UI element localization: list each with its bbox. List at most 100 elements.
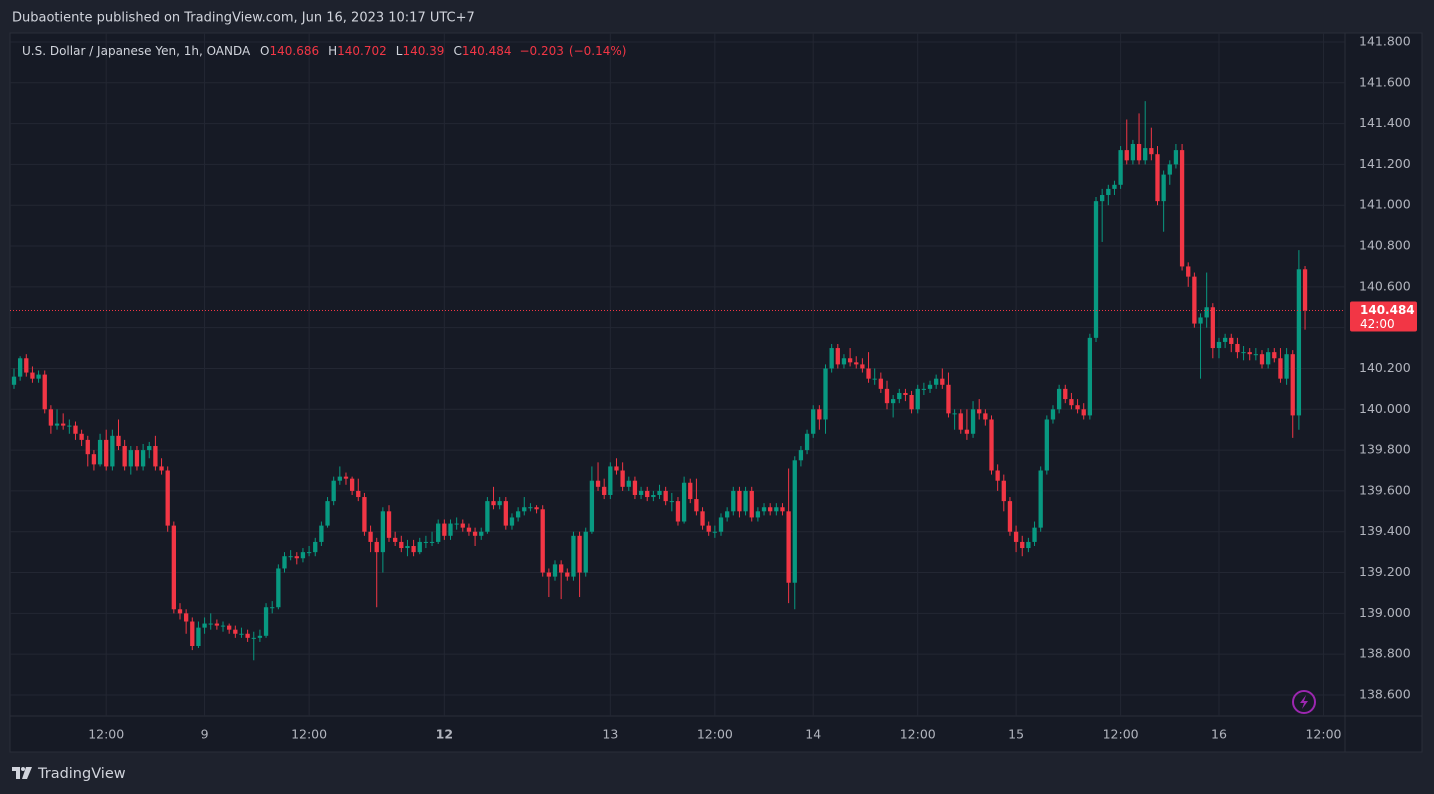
candle-body bbox=[755, 511, 761, 518]
candle-body bbox=[1266, 352, 1271, 365]
candle-body bbox=[454, 523, 459, 525]
candle-body bbox=[1020, 541, 1025, 549]
x-tick-label: 12 bbox=[436, 727, 453, 742]
candle-body bbox=[24, 358, 29, 373]
publisher-line: Dubaotiente published on TradingView.com… bbox=[12, 11, 475, 26]
legend-key: L bbox=[396, 44, 403, 58]
candle-body bbox=[1106, 188, 1111, 196]
overlay: 138.600 138.800 139.000 139.200 139.400 139.6… bbox=[10, 33, 1417, 742]
candle-body bbox=[1253, 354, 1259, 356]
candle-body bbox=[349, 478, 355, 491]
candle-body bbox=[110, 435, 115, 467]
candle-body bbox=[663, 490, 668, 502]
x-tick-label: 12:00 bbox=[88, 727, 124, 742]
candle-body bbox=[91, 454, 97, 465]
candle-body bbox=[792, 460, 797, 583]
candle-body bbox=[73, 425, 78, 434]
x-tick-label: 12:00 bbox=[697, 727, 733, 742]
candle-body bbox=[614, 466, 619, 471]
candle-body bbox=[1087, 337, 1093, 416]
candle-body bbox=[1186, 266, 1191, 277]
candle-body bbox=[313, 541, 318, 553]
candle-body bbox=[1038, 470, 1043, 528]
candle-body bbox=[1100, 195, 1105, 202]
legend-change-pct: (−0.14%) bbox=[569, 44, 627, 58]
candle-body bbox=[897, 392, 902, 400]
candle-body bbox=[423, 541, 429, 543]
candle-body bbox=[220, 625, 226, 627]
candle-body bbox=[1192, 276, 1197, 324]
candle-body bbox=[903, 392, 908, 395]
candle-body bbox=[343, 476, 349, 479]
x-tick-label: 13 bbox=[602, 727, 618, 742]
candle-body bbox=[872, 378, 877, 380]
candle-body bbox=[522, 507, 527, 512]
candle-body bbox=[1235, 343, 1240, 353]
candle-body bbox=[841, 358, 847, 365]
candle-body bbox=[362, 497, 367, 532]
candle-body bbox=[1075, 405, 1080, 410]
x-tick-label: 9 bbox=[201, 727, 209, 742]
y-tick-label: 141.200 bbox=[1359, 156, 1411, 171]
candle-body bbox=[306, 552, 312, 554]
x-tick-label: 15 bbox=[1008, 727, 1024, 742]
candle-body bbox=[681, 482, 687, 522]
candle-body bbox=[712, 531, 717, 533]
candle-body bbox=[995, 470, 1000, 481]
candle-body bbox=[946, 384, 951, 414]
candle-body bbox=[239, 633, 244, 635]
candle-body bbox=[48, 409, 54, 426]
candle-body bbox=[1210, 307, 1215, 349]
legend-value: 140.702 bbox=[337, 44, 387, 58]
candle-body bbox=[1032, 527, 1037, 542]
candle-body bbox=[571, 535, 576, 577]
candle-body bbox=[1222, 337, 1228, 342]
candle-body bbox=[927, 384, 933, 389]
candle-body bbox=[921, 388, 927, 390]
candle-body bbox=[1247, 352, 1252, 355]
candle-body bbox=[300, 552, 306, 559]
candle-body bbox=[1007, 501, 1013, 532]
candle-body bbox=[497, 501, 502, 506]
candle-body bbox=[546, 572, 552, 577]
candle-body bbox=[11, 376, 17, 385]
legend-value: 140.39 bbox=[402, 44, 444, 58]
candle-body bbox=[356, 490, 361, 498]
candle-body bbox=[245, 633, 250, 638]
candle-body bbox=[983, 413, 988, 420]
candle-body bbox=[1118, 150, 1123, 185]
candle-body bbox=[122, 446, 127, 467]
candle-body bbox=[737, 490, 742, 512]
candle-body bbox=[608, 466, 613, 495]
icon-ring bbox=[1292, 690, 1316, 714]
candle-body bbox=[761, 507, 767, 512]
candle-body bbox=[638, 490, 644, 495]
candle-body bbox=[140, 450, 146, 467]
x-tick-label: 12:00 bbox=[1103, 727, 1139, 742]
legend-value: 140.686 bbox=[269, 44, 319, 58]
candle-body bbox=[325, 501, 330, 526]
candle-body bbox=[577, 535, 582, 573]
candle-body bbox=[190, 621, 195, 647]
candle-body bbox=[337, 476, 342, 481]
candle-body bbox=[393, 537, 398, 542]
candle-body bbox=[1093, 201, 1099, 338]
candle-body bbox=[1136, 143, 1142, 161]
x-tick-label: 16 bbox=[1211, 727, 1227, 742]
candle-body bbox=[466, 527, 472, 532]
candle-body bbox=[1296, 269, 1302, 416]
candle-body bbox=[380, 511, 386, 553]
candle-body bbox=[675, 501, 681, 522]
candle-body bbox=[159, 466, 164, 471]
y-tick-label: 139.000 bbox=[1359, 605, 1411, 620]
candle-body bbox=[1259, 354, 1265, 365]
icon-bolt bbox=[1300, 695, 1308, 709]
candle-body bbox=[1198, 317, 1203, 324]
candle-body bbox=[417, 541, 422, 553]
candle-body bbox=[319, 525, 324, 542]
candle-body bbox=[67, 425, 72, 427]
candle-body bbox=[1290, 354, 1295, 416]
candle-body bbox=[977, 409, 982, 414]
candle-body bbox=[165, 470, 170, 526]
